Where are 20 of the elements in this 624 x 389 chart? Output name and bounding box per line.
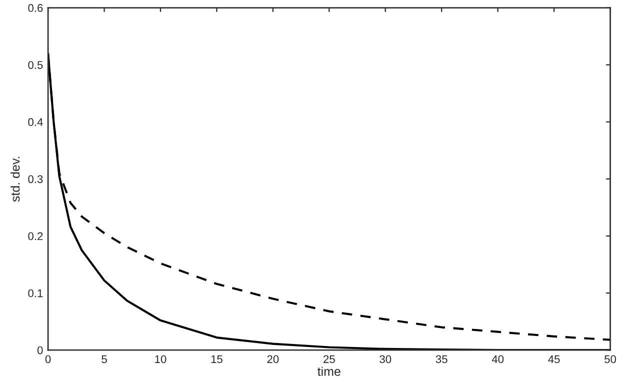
x-tick-label: 35 (436, 355, 448, 364)
y-tick-label: 0 (37, 346, 43, 354)
x-tick-label: 45 (548, 355, 560, 364)
x-tick-label: 0 (45, 355, 51, 364)
x-tick-label: 15 (211, 355, 222, 364)
x-tick-label: 30 (380, 355, 392, 364)
x-tick-label: 5 (102, 355, 107, 364)
y-tick-label: 0.6 (28, 4, 43, 12)
x-axis-title: time (318, 366, 340, 376)
x-tick-label: 25 (324, 355, 335, 364)
y-tick-label: 0.2 (28, 232, 43, 240)
x-tick-label: 50 (604, 355, 616, 364)
y-tick-label: 0.5 (28, 61, 43, 69)
x-tick-label: 10 (155, 355, 166, 364)
y-tick-label: 0.1 (28, 289, 43, 298)
x-tick-label: 20 (267, 355, 279, 364)
y-axis-title: std. dev. (10, 156, 20, 202)
y-tick-label: 0.3 (28, 175, 43, 184)
y-tick-label: 0.4 (28, 118, 43, 126)
x-tick-label: 40 (492, 355, 504, 364)
